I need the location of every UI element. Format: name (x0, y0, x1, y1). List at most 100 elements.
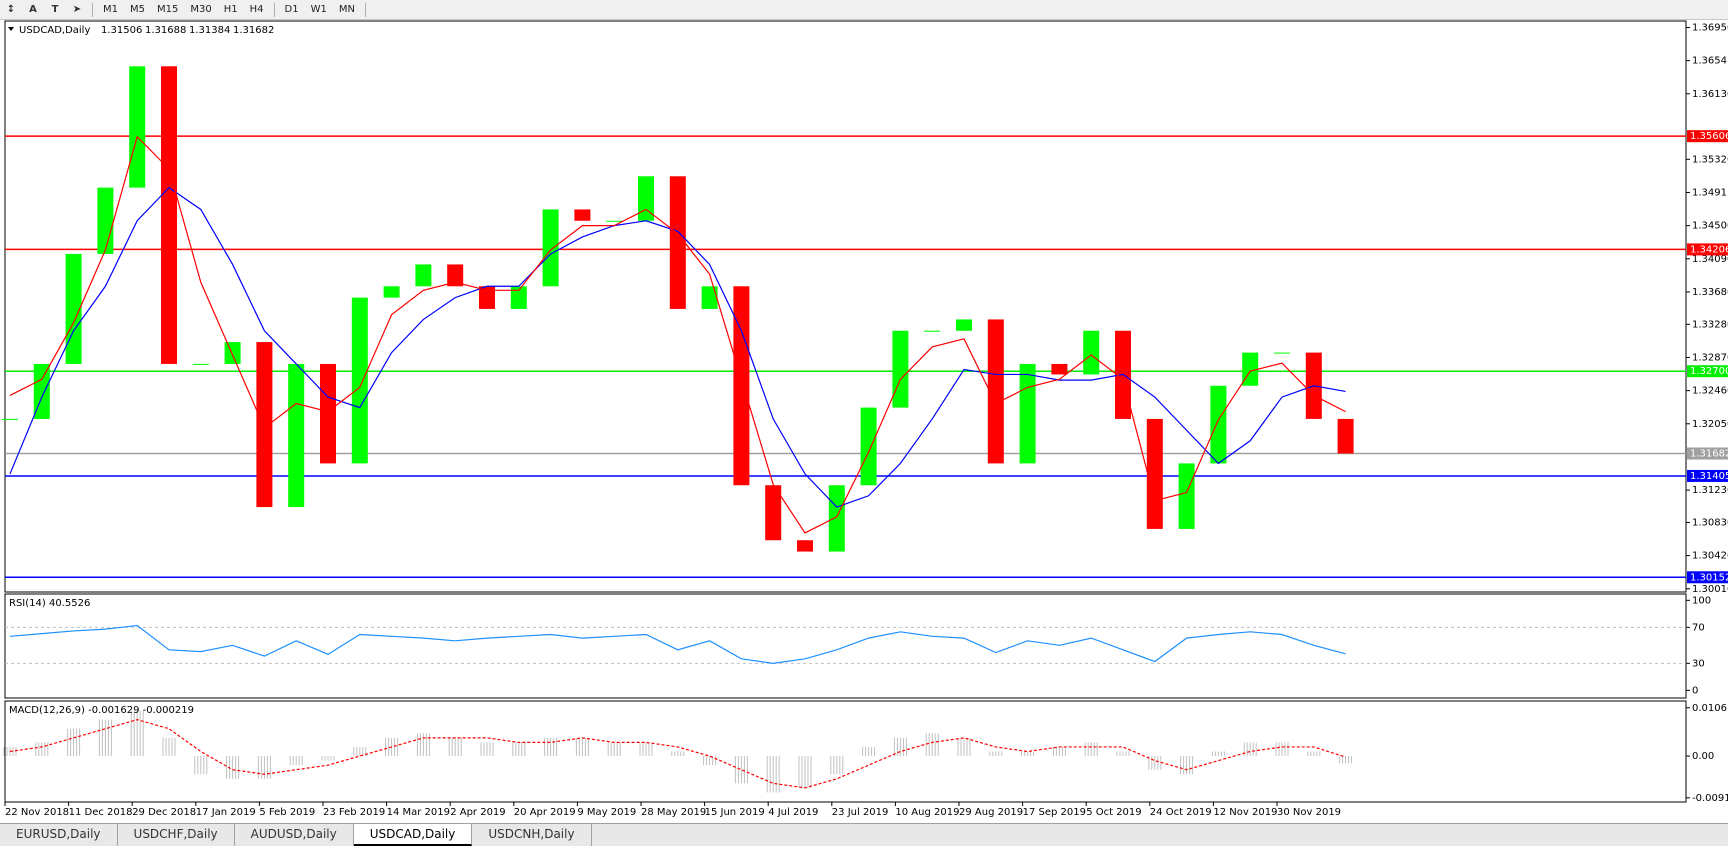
candle-body (924, 330, 941, 332)
x-tick-label: 23 Jul 2019 (832, 807, 889, 818)
y-tick-label: 1.35320 (1692, 154, 1728, 165)
price-label: 1.34206 (1690, 244, 1728, 255)
y-tick-label: 70 (1692, 622, 1705, 633)
indicator-title: MACD(12,26,9) -0.001629 -0.000219 (9, 705, 194, 716)
candle-body (1337, 418, 1354, 454)
x-tick-label: 29 Dec 2018 (132, 807, 196, 818)
y-tick-label: 1.36130 (1692, 89, 1728, 100)
y-tick-label: 1.30420 (1692, 551, 1728, 562)
candle-body (1274, 352, 1290, 354)
candle-body (733, 286, 750, 486)
indicator-line (9, 719, 1346, 789)
symbol-tab[interactable]: USDCHF,Daily (118, 824, 235, 846)
y-tick-label: 1.31230 (1692, 485, 1728, 496)
panel-frame (4, 700, 1687, 803)
candle-body (987, 319, 1004, 464)
price-label-box (1687, 469, 1728, 482)
price-label: 1.32700 (1690, 366, 1728, 377)
candle-body (797, 540, 813, 552)
candle-body (892, 330, 909, 408)
candle-body (669, 176, 686, 309)
x-tick-label: 12 Nov 2019 (1213, 807, 1277, 818)
menu-arrow (8, 27, 14, 31)
candle-body (1146, 418, 1163, 529)
timeframe-button[interactable]: H4 (249, 4, 264, 15)
candle-body (97, 187, 114, 254)
y-tick-label: 1.3654 (1692, 56, 1727, 67)
symbol-tab[interactable]: EURUSD,Daily (0, 824, 118, 846)
price-label-box (1687, 130, 1728, 143)
candle-body (956, 319, 972, 331)
candle-body (161, 66, 177, 364)
timeframe-button[interactable]: D1 (284, 4, 299, 15)
y-tick-label: 1.32460 (1692, 386, 1728, 397)
candle-body (1051, 363, 1068, 375)
candle-body (447, 264, 464, 287)
candle-body (351, 297, 368, 464)
candle-body (33, 363, 50, 419)
candle-body (828, 485, 845, 552)
price-label-box (1687, 447, 1728, 460)
candle-body (224, 342, 241, 364)
x-tick-label: 2 Apr 2019 (450, 807, 505, 818)
x-tick-label: 30 Nov 2019 (1277, 807, 1341, 818)
x-tick-label: 20 Apr 2019 (514, 807, 576, 818)
y-tick-label: 1.36950 (1692, 22, 1728, 33)
price-label: 1.35606 (1690, 131, 1728, 142)
panel-frame (4, 593, 1687, 699)
candle-body (320, 363, 336, 464)
timeframe-button[interactable]: MN (338, 4, 355, 15)
y-tick-label: 1.30830 (1692, 517, 1728, 528)
arrow-icon[interactable]: ➤ (72, 4, 82, 15)
timeframe-button[interactable]: W1 (310, 4, 327, 15)
candle-body (129, 66, 146, 188)
candle-body (479, 286, 495, 309)
text-icon[interactable]: A (29, 4, 37, 15)
y-tick-label: 1.34500 (1692, 221, 1728, 232)
timeframe-button[interactable]: M5 (130, 4, 145, 15)
timeframe-button[interactable]: M15 (157, 4, 179, 15)
x-tick-label: 24 Oct 2019 (1150, 807, 1212, 818)
candle-body (415, 264, 432, 287)
candle-body (256, 342, 273, 508)
y-tick-label: 30 (1692, 658, 1705, 669)
candle-body (1019, 363, 1036, 464)
label-icon[interactable]: T (51, 4, 59, 15)
y-tick-label: 1.30010 (1692, 584, 1728, 595)
candle-body (2, 418, 18, 420)
x-tick-label: 11 Dec 2018 (69, 807, 133, 818)
candle-body (542, 209, 559, 287)
candle-body (574, 209, 591, 221)
price-label-box (1687, 243, 1728, 256)
timeframe-button[interactable]: H1 (223, 4, 238, 15)
ohlc-value: 1.31688 (145, 25, 186, 36)
symbol-tab[interactable]: USDCAD,Daily (353, 824, 473, 846)
candle-body (638, 176, 654, 221)
y-tick-label: 1.32870 (1692, 352, 1728, 363)
y-tick-label: 0 (1692, 685, 1698, 696)
indicator-line (9, 624, 1346, 664)
timeframe-button[interactable]: M1 (103, 4, 118, 15)
x-tick-label: 28 May 2019 (641, 807, 706, 818)
indicator-title: USDCAD,Daily (19, 25, 90, 36)
symbol-tab[interactable]: AUDUSD,Daily (235, 824, 354, 846)
separator (364, 2, 366, 17)
cursor-icon[interactable]: ↕ (6, 4, 16, 15)
candle-body (860, 407, 877, 486)
y-tick-label: 1.33280 (1692, 319, 1728, 330)
x-tick-label: 14 Mar 2019 (387, 807, 450, 818)
candle-body (1210, 385, 1227, 464)
ohlc-value: 1.31506 (101, 25, 142, 36)
candle-body (1083, 330, 1100, 375)
timeframe-button[interactable]: M30 (190, 4, 212, 15)
separator (92, 2, 93, 17)
candle-body (288, 363, 305, 508)
toolbar: ↕ A T ➤ M1 M5 M15 M30 H1 H4 D1 W1 MN (0, 0, 1728, 20)
x-tick-label: 17 Sep 2019 (1023, 807, 1086, 818)
price-label: 1.31405 (1690, 471, 1728, 482)
y-tick-label: 1.33680 (1692, 287, 1728, 298)
x-tick-label: 23 Feb 2019 (323, 807, 385, 818)
symbol-tab[interactable]: USDCNH,Daily (472, 824, 592, 846)
separator (273, 2, 275, 17)
